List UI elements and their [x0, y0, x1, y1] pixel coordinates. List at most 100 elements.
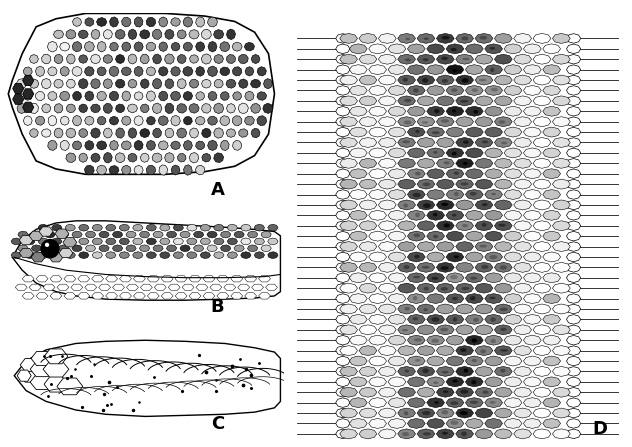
Polygon shape — [261, 245, 271, 252]
Polygon shape — [200, 224, 210, 231]
Text: C: C — [211, 414, 224, 433]
Polygon shape — [55, 229, 69, 238]
Polygon shape — [134, 165, 143, 175]
Polygon shape — [196, 17, 205, 27]
Polygon shape — [196, 92, 205, 101]
Polygon shape — [552, 158, 570, 168]
Text: D: D — [593, 420, 607, 438]
Polygon shape — [64, 276, 76, 282]
Polygon shape — [470, 192, 477, 196]
Polygon shape — [336, 179, 350, 189]
Polygon shape — [340, 179, 358, 189]
Polygon shape — [119, 252, 130, 258]
Polygon shape — [552, 138, 570, 148]
Polygon shape — [221, 92, 229, 101]
Polygon shape — [72, 231, 82, 238]
Polygon shape — [437, 387, 454, 397]
Polygon shape — [133, 224, 143, 231]
Polygon shape — [171, 67, 180, 76]
Polygon shape — [489, 296, 496, 299]
Polygon shape — [504, 169, 522, 179]
Polygon shape — [349, 65, 367, 75]
Polygon shape — [533, 367, 551, 376]
Polygon shape — [446, 252, 464, 262]
Polygon shape — [413, 295, 417, 301]
Polygon shape — [427, 314, 444, 325]
Polygon shape — [514, 200, 532, 210]
Polygon shape — [465, 231, 483, 241]
Polygon shape — [340, 221, 358, 231]
Polygon shape — [207, 66, 217, 76]
Polygon shape — [126, 245, 137, 252]
Polygon shape — [485, 252, 502, 262]
Polygon shape — [340, 200, 358, 210]
Polygon shape — [189, 30, 199, 39]
Polygon shape — [566, 138, 581, 147]
Polygon shape — [441, 119, 449, 123]
Polygon shape — [444, 223, 450, 228]
Polygon shape — [566, 86, 581, 95]
Polygon shape — [427, 44, 444, 54]
Polygon shape — [159, 17, 168, 27]
Polygon shape — [523, 106, 541, 116]
Polygon shape — [336, 55, 350, 64]
Polygon shape — [349, 398, 367, 408]
Polygon shape — [408, 85, 425, 96]
Polygon shape — [446, 294, 464, 304]
Polygon shape — [23, 116, 32, 126]
Polygon shape — [171, 91, 181, 101]
Polygon shape — [336, 388, 350, 397]
Polygon shape — [200, 252, 210, 258]
Polygon shape — [43, 284, 55, 291]
Polygon shape — [453, 317, 458, 322]
Polygon shape — [35, 116, 45, 125]
Polygon shape — [408, 377, 425, 387]
Polygon shape — [533, 54, 551, 64]
Polygon shape — [398, 325, 415, 335]
Polygon shape — [23, 92, 32, 100]
Polygon shape — [336, 294, 350, 304]
Polygon shape — [379, 262, 396, 272]
Polygon shape — [417, 117, 435, 127]
Polygon shape — [66, 54, 75, 64]
Polygon shape — [475, 262, 493, 272]
Polygon shape — [29, 79, 39, 89]
Polygon shape — [245, 42, 255, 51]
Polygon shape — [514, 325, 532, 335]
Polygon shape — [336, 232, 350, 241]
Polygon shape — [164, 152, 174, 163]
Polygon shape — [417, 304, 435, 314]
Polygon shape — [336, 304, 350, 314]
Polygon shape — [417, 158, 435, 168]
Polygon shape — [128, 128, 137, 138]
Polygon shape — [30, 55, 39, 63]
Polygon shape — [475, 96, 493, 106]
Polygon shape — [226, 79, 236, 88]
Polygon shape — [417, 75, 435, 85]
Polygon shape — [417, 241, 435, 252]
Polygon shape — [417, 34, 435, 43]
Polygon shape — [443, 390, 449, 393]
Polygon shape — [408, 106, 425, 116]
Polygon shape — [427, 418, 444, 428]
Polygon shape — [126, 284, 138, 291]
Polygon shape — [494, 179, 512, 189]
Polygon shape — [85, 231, 95, 238]
Polygon shape — [65, 238, 75, 245]
Polygon shape — [470, 277, 477, 280]
Polygon shape — [152, 29, 162, 39]
Polygon shape — [494, 283, 512, 293]
Polygon shape — [485, 127, 502, 137]
Polygon shape — [398, 387, 415, 397]
Polygon shape — [115, 153, 125, 163]
Polygon shape — [368, 44, 387, 54]
Polygon shape — [336, 377, 350, 387]
Polygon shape — [359, 54, 377, 64]
Polygon shape — [47, 41, 58, 52]
Polygon shape — [494, 54, 512, 64]
Polygon shape — [440, 328, 449, 332]
Polygon shape — [432, 131, 440, 135]
Polygon shape — [417, 387, 435, 397]
Polygon shape — [189, 293, 201, 299]
Polygon shape — [490, 317, 496, 322]
